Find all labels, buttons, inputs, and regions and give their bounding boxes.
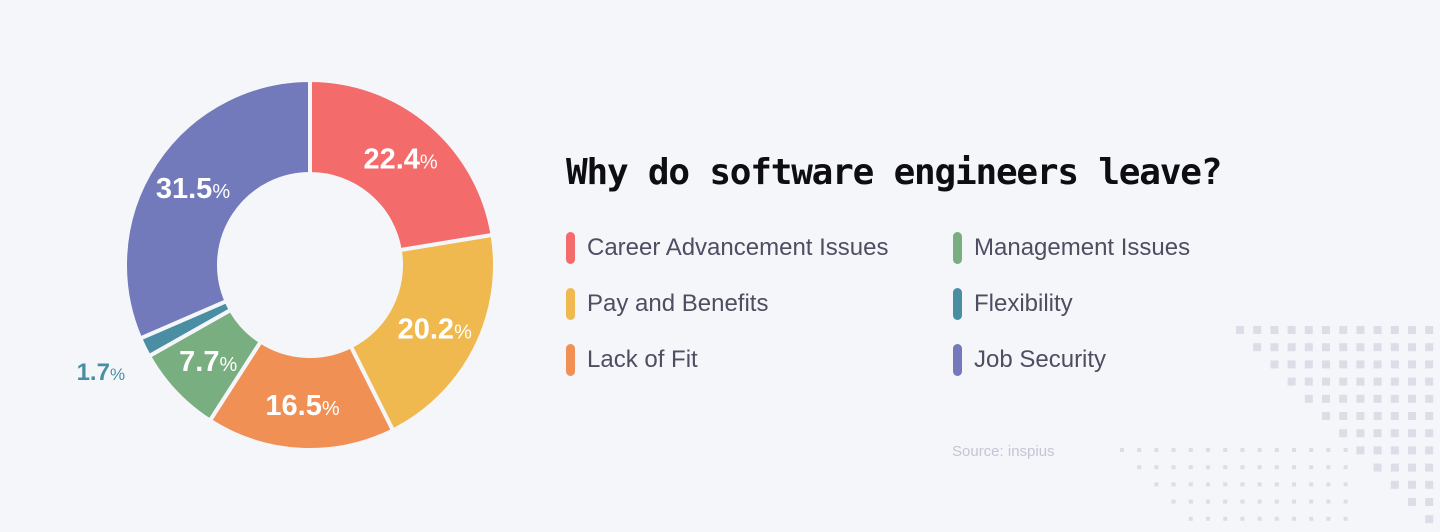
legend-swatch-icon — [953, 344, 962, 376]
slice-value-label: 22.4% — [363, 143, 437, 175]
donut-slice-career-advancement — [308, 77, 495, 253]
legend-item-management-issues: Management Issues — [953, 230, 1190, 266]
legend-swatch-icon — [953, 288, 962, 320]
legend-item-flexibility: Flexibility — [953, 286, 1073, 322]
legend-label: Management Issues — [974, 234, 1191, 261]
donut-slice-pay-benefits — [348, 232, 497, 434]
legend-label: Flexibility — [974, 290, 1073, 317]
source-note: Source: inspius — [952, 443, 1055, 460]
slice-value-label: 7.7% — [179, 346, 237, 378]
chart-legend: Career Advancement Issues Pay and Benefi… — [566, 230, 1266, 380]
donut-slice-job-security — [123, 77, 312, 342]
legend-swatch-icon — [566, 344, 575, 376]
legend-label: Job Security — [974, 346, 1107, 373]
legend-swatch-icon — [566, 232, 575, 264]
legend-swatch-icon — [953, 232, 962, 264]
legend-item-job-security: Job Security — [953, 342, 1106, 378]
legend-item-pay-benefits: Pay and Benefits — [566, 286, 768, 322]
donut-slice-lack-of-fit — [207, 338, 396, 452]
legend-label: Pay and Benefits — [587, 290, 769, 317]
legend-label: Lack of Fit — [587, 346, 698, 373]
chart-title: Why do software engineers leave? — [566, 152, 1222, 193]
legend-label: Career Advancement Issues — [587, 234, 889, 261]
slice-value-label: 1.7% — [77, 359, 126, 386]
slice-value-label: 20.2% — [398, 314, 472, 346]
legend-swatch-icon — [566, 288, 575, 320]
legend-item-lack-of-fit: Lack of Fit — [566, 342, 698, 378]
legend-item-career-advancement: Career Advancement Issues — [566, 230, 889, 266]
slice-value-label: 31.5% — [156, 173, 230, 205]
slice-value-label: 16.5% — [265, 390, 339, 422]
donut-chart: 22.4% 20.2% 16.5% 7.7% 1.7% 31.5% — [77, 77, 497, 452]
